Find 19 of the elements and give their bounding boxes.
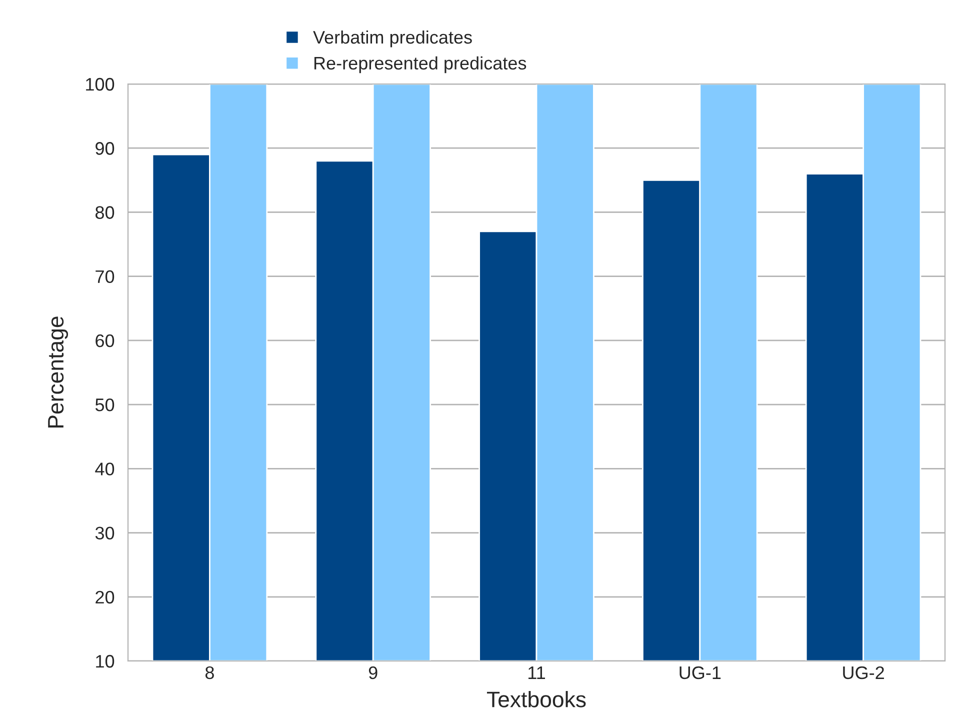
y-tick-label: 70 xyxy=(96,270,114,284)
y-tick-label: 30 xyxy=(95,526,114,540)
y-tick-label: 80 xyxy=(96,206,114,219)
x-tick-label: 9 xyxy=(368,666,378,680)
x-tick-label: 8 xyxy=(205,666,214,680)
y-tick-label: 40 xyxy=(95,462,114,476)
legend-label: Verbatim predicates xyxy=(313,30,472,48)
y-tick-label: 20 xyxy=(96,590,114,604)
x-tick-label: UG-2 xyxy=(843,666,884,680)
legend-label: Re-represented predicates xyxy=(314,56,526,74)
y-axis-title: Percentage xyxy=(48,316,68,428)
y-tick-label: 50 xyxy=(95,398,114,412)
y-tick-label: 100 xyxy=(86,78,114,91)
x-axis-title: Textbooks xyxy=(486,691,586,708)
x-tick-label: 11 xyxy=(528,666,545,679)
y-tick-label: 10 xyxy=(96,654,114,668)
x-tick-label: UG-1 xyxy=(680,666,721,680)
y-tick-label: 90 xyxy=(96,142,114,155)
y-tick-label: 60 xyxy=(96,334,114,348)
